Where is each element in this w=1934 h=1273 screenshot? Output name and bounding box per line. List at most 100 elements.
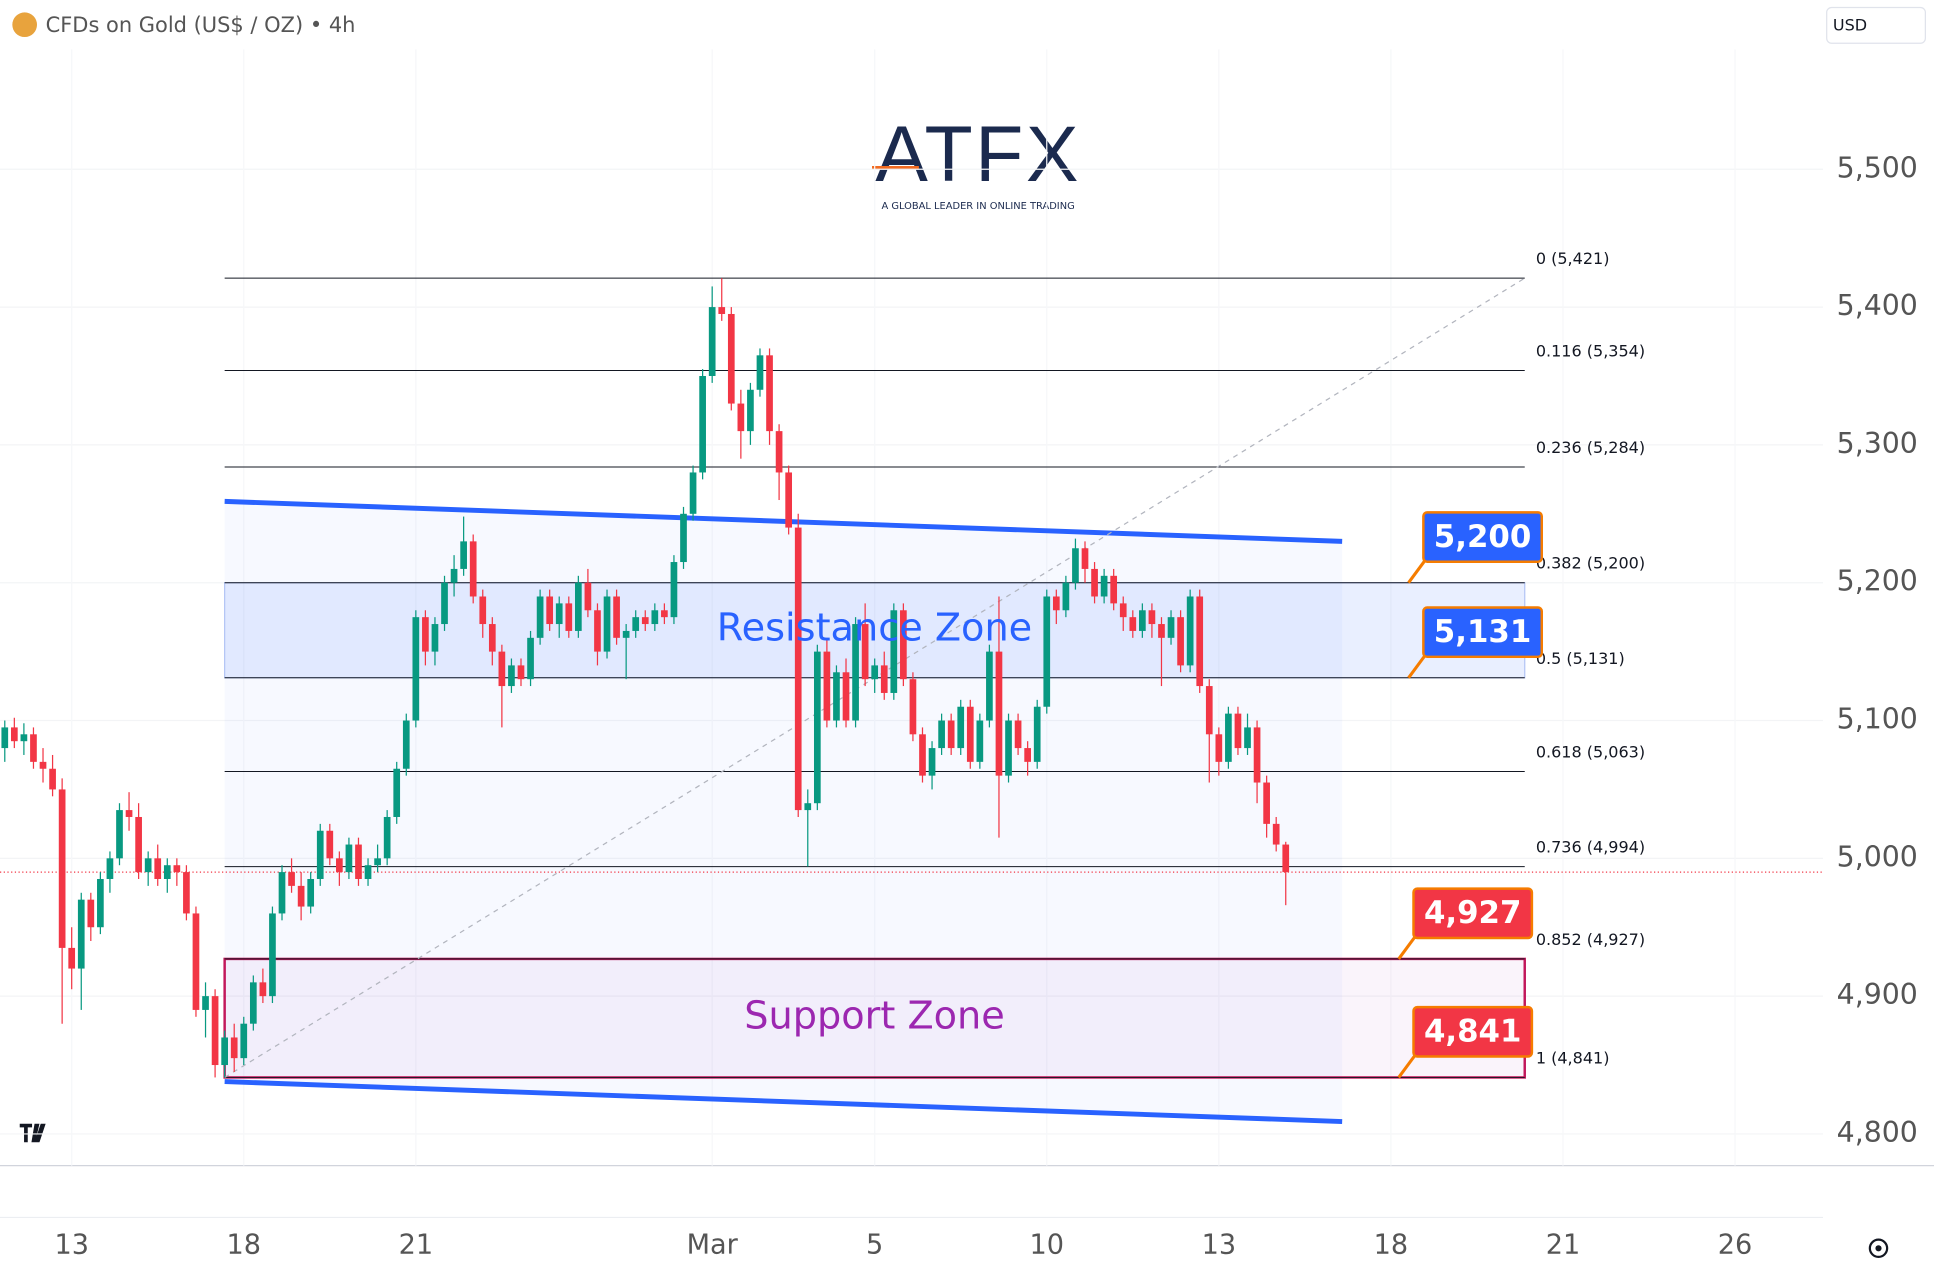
y-tick-label: 5,000 (1837, 840, 1918, 873)
zone-label: Resistance Zone (717, 607, 1032, 651)
candle-body (326, 830, 334, 859)
candle-body (890, 610, 898, 693)
y-tick-label: 5,100 (1837, 703, 1918, 736)
candle-body (680, 513, 687, 563)
candle-body (842, 672, 850, 721)
x-tick-label: 5 (866, 1229, 883, 1260)
candle-body (68, 947, 76, 969)
candle-body (87, 899, 95, 928)
candle-body (144, 858, 152, 873)
candle-body (1158, 624, 1165, 638)
candle-body (106, 858, 114, 879)
logo-tagline: A GLOBAL LEADER IN ONLINE TRADING (881, 201, 1074, 212)
candle-body (1282, 844, 1290, 873)
candle-body (546, 596, 554, 625)
candle-body (1225, 713, 1232, 762)
candle-body (402, 720, 410, 769)
candle-body (536, 596, 544, 638)
candle-body (58, 789, 66, 948)
candle-body (1148, 610, 1156, 625)
candle-body (852, 624, 859, 721)
candle-body (995, 651, 1003, 776)
zone-label: Support Zone (744, 995, 1005, 1039)
candle-body (10, 727, 18, 742)
tv-logo (19, 1123, 46, 1143)
candle-body (613, 596, 620, 638)
candle-body (450, 568, 458, 583)
candle-body (1110, 575, 1118, 604)
candle-body (192, 913, 200, 1010)
price-tag (1412, 1005, 1534, 1058)
candle-body (230, 1037, 238, 1059)
candle-body (527, 637, 534, 680)
candle-body (756, 355, 764, 390)
candle-body (1072, 548, 1079, 583)
candle-body (1033, 706, 1041, 762)
price-tag-label: 5,200 (1434, 519, 1532, 555)
x-tick-label: 21 (399, 1229, 434, 1260)
symbol-title: CFDs on Gold (US$ / OZ) • 4h (46, 13, 356, 37)
candle-body (661, 610, 668, 618)
price-tag (1412, 887, 1534, 940)
candle-body (1052, 596, 1060, 611)
candle-body (269, 913, 276, 997)
x-tick-label: 10 (1030, 1229, 1065, 1260)
candle-body (1043, 596, 1051, 707)
candle-body (1244, 727, 1251, 749)
candle-body (460, 541, 467, 569)
candle-body (297, 885, 305, 907)
candle-body (412, 617, 420, 721)
y-tick-label: 5,400 (1837, 289, 1918, 322)
candle-body (823, 651, 831, 721)
candle-body (1177, 617, 1184, 666)
price-tag-label: 4,927 (1424, 895, 1522, 931)
candle-body (163, 865, 171, 879)
candle-body (154, 858, 162, 879)
fib-label: 0.5 (5,131) (1536, 649, 1625, 668)
candle-body (1263, 782, 1270, 824)
settings-icon[interactable] (1868, 1238, 1889, 1259)
candle-body (1215, 734, 1223, 762)
y-tick-label: 5,300 (1837, 427, 1918, 460)
candle-body (135, 816, 142, 873)
candle-body (307, 878, 315, 907)
candle-body (861, 624, 869, 680)
tag-callout (1407, 653, 1428, 679)
fib-label: 0.236 (5,284) (1536, 438, 1645, 457)
x-tick-label: 18 (1374, 1229, 1409, 1260)
candle-body (30, 734, 37, 762)
candle-body (336, 858, 343, 873)
candle-body (1129, 617, 1137, 631)
candle-body (469, 541, 477, 597)
candle-body (498, 651, 506, 687)
candle-body (1253, 727, 1261, 783)
candle-body (928, 748, 936, 776)
candle-body (1167, 617, 1175, 638)
candle-body (880, 665, 888, 693)
settings-icon-center[interactable] (1875, 1245, 1882, 1252)
candle-body (833, 672, 840, 721)
currency-label[interactable]: USD (1833, 15, 1867, 34)
candle-body (584, 582, 592, 611)
candle-body (565, 603, 573, 631)
candle-body (871, 665, 879, 680)
candle-body (804, 803, 812, 811)
currency-button[interactable] (1826, 6, 1926, 44)
candle-body (125, 810, 133, 817)
candle-body (517, 665, 525, 680)
candle-body (393, 768, 401, 817)
candle-body (594, 610, 601, 652)
candle-body (479, 596, 487, 625)
channel-line (224, 498, 1343, 544)
candle-body (699, 375, 706, 473)
x-tick-label: 18 (227, 1229, 262, 1260)
candle-body (1119, 603, 1127, 618)
candle-body (813, 651, 821, 804)
candle-body (1100, 575, 1108, 597)
candle-body (1272, 823, 1280, 845)
candle-body (976, 720, 984, 762)
candle-body (670, 562, 678, 618)
channel-line (224, 1079, 1343, 1125)
